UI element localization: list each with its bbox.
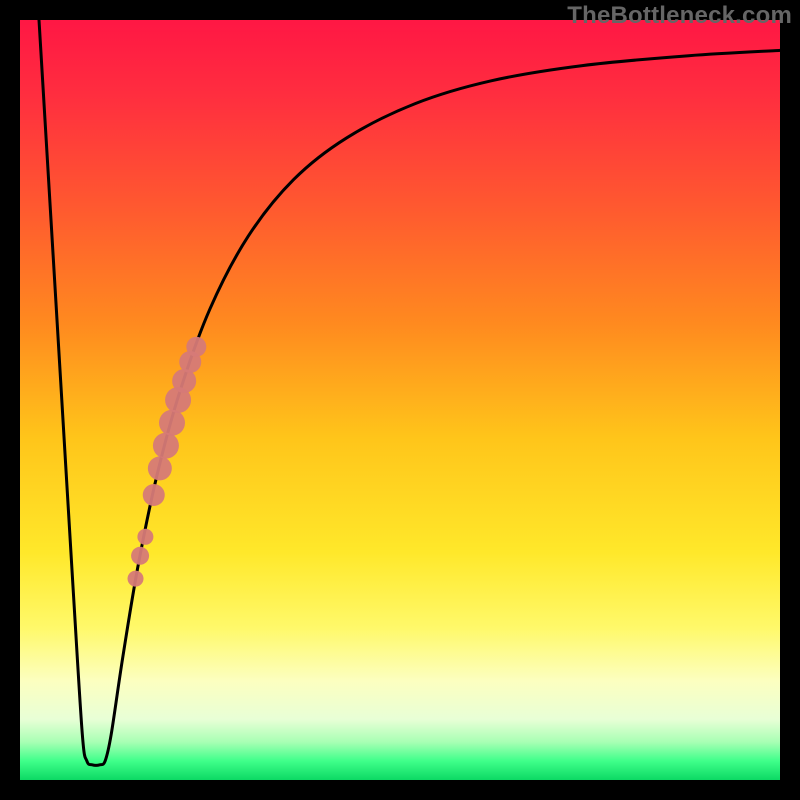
chart-container: TheBottleneck.com	[0, 0, 800, 800]
marker-dot	[143, 484, 165, 506]
bottleneck-chart	[0, 0, 800, 800]
marker-dot	[153, 433, 179, 459]
marker-dot	[131, 547, 149, 565]
marker-dot	[128, 571, 144, 587]
watermark-text: TheBottleneck.com	[567, 2, 792, 30]
marker-dot	[186, 337, 206, 357]
marker-dot	[137, 529, 153, 545]
marker-dot	[148, 456, 172, 480]
chart-background-gradient	[20, 20, 780, 780]
marker-dot	[159, 410, 185, 436]
